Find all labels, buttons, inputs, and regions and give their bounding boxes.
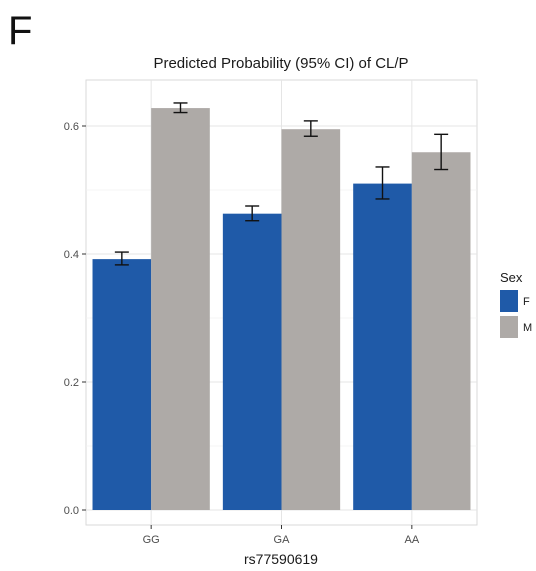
y-tick-label: 0.0 bbox=[64, 505, 79, 517]
panel-letter: F bbox=[8, 9, 32, 53]
error-bar-M-AA bbox=[434, 133, 449, 171]
error-bar-M-GA bbox=[303, 120, 318, 137]
bar-F-GG bbox=[92, 259, 152, 510]
x-axis-title: rs77590619 bbox=[244, 551, 318, 567]
y-axis: 0.0 0.2 0.4 0.6 bbox=[64, 121, 86, 517]
error-bar-M-GG bbox=[173, 102, 188, 114]
chart-title: Predicted Probability (95% CI) of CL/P bbox=[153, 55, 408, 72]
y-tick-label: 0.6 bbox=[64, 121, 79, 133]
legend-swatch-F bbox=[500, 290, 518, 312]
y-tick-label: 0.2 bbox=[64, 377, 79, 389]
error-bar-F-AA bbox=[375, 166, 390, 200]
y-tick-label: 0.4 bbox=[64, 249, 79, 261]
legend-title: Sex bbox=[500, 270, 523, 285]
legend-label-M: M bbox=[523, 322, 532, 334]
legend-swatch-M bbox=[500, 316, 518, 338]
x-tick-label: GA bbox=[274, 534, 291, 546]
bar-M-GA bbox=[281, 129, 341, 510]
error-bars bbox=[114, 102, 449, 266]
bars bbox=[92, 108, 471, 511]
bar-F-AA bbox=[353, 183, 412, 510]
bar-F-GA bbox=[222, 213, 282, 510]
error-bar-F-GG bbox=[114, 251, 129, 266]
x-tick-label: GG bbox=[143, 534, 160, 546]
bar-M-GG bbox=[151, 108, 210, 510]
legend-label-F: F bbox=[523, 296, 530, 308]
bar-M-AA bbox=[411, 152, 471, 511]
x-tick-label: AA bbox=[404, 534, 419, 546]
x-axis: GG GA AA bbox=[143, 525, 420, 546]
error-bar-F-GA bbox=[245, 205, 260, 222]
